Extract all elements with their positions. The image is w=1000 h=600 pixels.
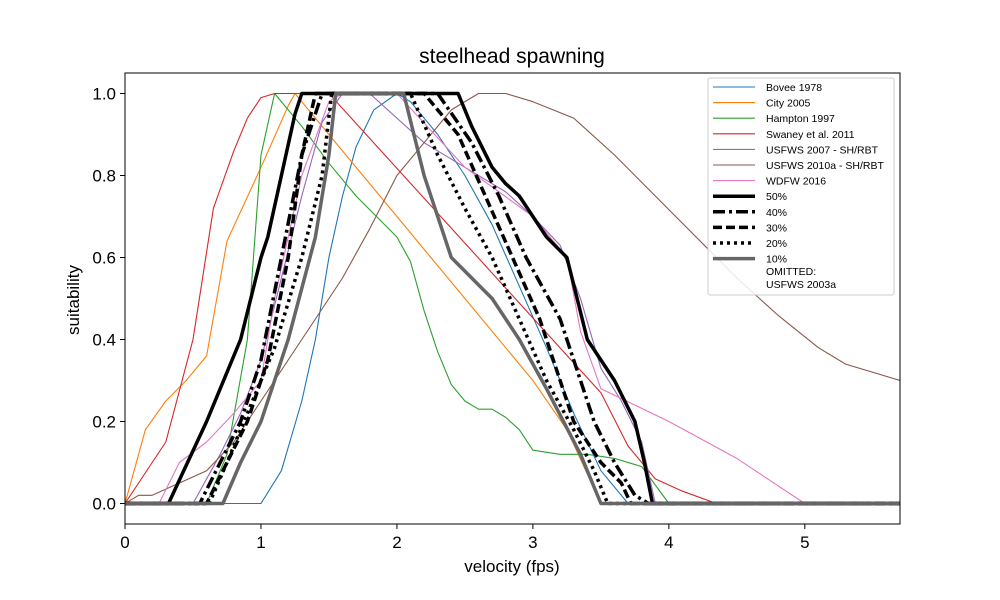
x-tick-label: 2 <box>392 533 401 552</box>
legend-label-usfws-2007-sh-rbt: USFWS 2007 - SH/RBT <box>766 144 879 156</box>
legend-label-bovee-1978: Bovee 1978 <box>766 82 822 94</box>
plot-frame <box>124 72 901 525</box>
legend-label-hampton-1997: Hampton 1997 <box>766 113 835 125</box>
y-tick-label: 0.8 <box>92 167 116 186</box>
legend-label-usfws-2010a-sh-rbt: USFWS 2010a - SH/RBT <box>766 160 884 172</box>
y-tick-label: 0.6 <box>92 249 116 268</box>
legend-box <box>707 77 895 296</box>
x-tick-label: 5 <box>800 533 809 552</box>
plot-lines <box>125 91 900 506</box>
legend-label-wdfw-2016: WDFW 2016 <box>766 176 826 188</box>
legend-note-line2: USFWS 2003a <box>766 279 836 291</box>
series-line-city-2005 <box>125 92 900 505</box>
x-tick-label: 4 <box>664 533 673 552</box>
x-axis-label: velocity (fps) <box>464 557 559 576</box>
y-tick-label: 0.0 <box>92 495 116 514</box>
y-axis-label: suitability <box>64 265 83 335</box>
legend-label-10pct: 10% <box>766 254 787 266</box>
series-line-40pct <box>125 91 900 506</box>
series-line-30pct <box>125 91 900 506</box>
y-tick-label: 0.4 <box>92 331 116 350</box>
legend: Bovee 1978 City 2005 Hampton 1997 Swaney et… <box>707 77 895 296</box>
series-line-20pct <box>125 91 900 506</box>
legend-label-20pct: 20% <box>766 238 787 250</box>
legend-label-city-2005: City 2005 <box>766 98 811 110</box>
series-line-10pct <box>125 91 900 506</box>
series-line-50pct <box>125 91 900 506</box>
series-line-swaney-et-al-2011 <box>125 92 900 505</box>
legend-note-line1: OMITTED: <box>766 266 816 278</box>
y-tick-label: 0.2 <box>92 413 116 432</box>
legend-label-40pct: 40% <box>766 207 787 219</box>
legend-label-swaney-et-al-2011: Swaney et al. 2011 <box>766 129 855 141</box>
y-axis-ticks: 0.0 0.2 0.4 0.6 0.8 1.0 <box>92 85 125 514</box>
x-axis-ticks: 0 1 2 3 4 5 <box>120 524 810 552</box>
chart-title: steelhead spawning <box>419 45 605 68</box>
x-tick-label: 0 <box>120 533 129 552</box>
x-tick-label: 3 <box>528 533 537 552</box>
legend-label-30pct: 30% <box>766 222 787 234</box>
x-tick-label: 1 <box>256 533 265 552</box>
legend-label-50pct: 50% <box>766 191 787 203</box>
series-line-hampton-1997 <box>125 92 900 505</box>
legend-items: Bovee 1978 City 2005 Hampton 1997 Swaney et… <box>713 82 884 266</box>
y-tick-label: 1.0 <box>92 85 116 104</box>
